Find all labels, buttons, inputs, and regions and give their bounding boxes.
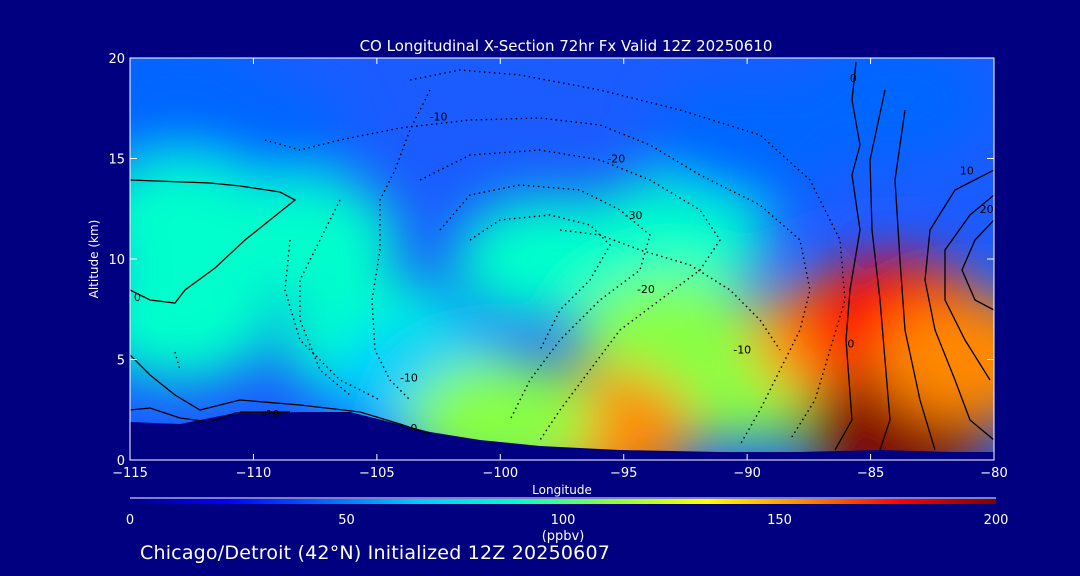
contour-label: -10 <box>400 372 418 385</box>
contour-line <box>924 169 994 441</box>
contour-line <box>469 214 611 351</box>
y-tick-label: 5 <box>117 354 125 369</box>
colorbar-tick-label: 150 <box>767 513 792 528</box>
x-tick-label: −115 <box>112 466 148 481</box>
x-tick-label: −85 <box>857 466 884 481</box>
contour-label: 0 <box>850 72 857 85</box>
terrain-mask <box>130 412 994 460</box>
contour-line <box>894 109 936 451</box>
x-tick-label: −80 <box>980 466 1007 481</box>
contour-label: -20 <box>637 283 655 296</box>
field-cell <box>652 76 843 201</box>
y-tick-label: 0 <box>117 454 125 469</box>
y-tick-label: 20 <box>108 52 125 67</box>
contour-line <box>439 184 651 421</box>
co-field <box>130 58 994 460</box>
contour-line <box>419 149 721 441</box>
plot-area: -10 -20 -30 -20 -10 -10 -10 0 0 0 0 10 20 <box>130 58 994 460</box>
x-axis-label: Longitude <box>532 483 592 497</box>
x-tick-label: −95 <box>610 466 637 481</box>
contour-line <box>130 407 291 423</box>
x-tick-label: −105 <box>359 466 395 481</box>
contour-label: -10 <box>430 110 448 123</box>
contour-label: 0 <box>134 291 141 304</box>
y-tick-label: 15 <box>108 153 125 168</box>
y-axis-label: Altitude (km) <box>87 220 101 299</box>
contour-line <box>559 229 781 351</box>
x-tick-label: −90 <box>733 466 760 481</box>
contour-label: -30 <box>625 209 643 222</box>
contour-label: -10 <box>262 408 280 421</box>
x-tick-label: −110 <box>236 466 272 481</box>
contour-label: 10 <box>960 165 974 178</box>
contour-line <box>174 351 181 371</box>
contour-line <box>944 194 994 381</box>
colorbar-label: (ppbv) <box>542 529 585 544</box>
x-axis: −115 −110 −105 −100 −95 −90 −85 −80 <box>112 58 1008 481</box>
contour-label: -20 <box>607 153 625 166</box>
contour-line <box>371 89 431 401</box>
colorbar-tick-label: 200 <box>984 513 1009 528</box>
field-cell <box>130 257 275 382</box>
contour-labels: -10 -20 -30 -20 -10 -10 -10 0 0 0 0 10 20 <box>134 72 994 435</box>
contour-lines <box>130 61 994 451</box>
colorbar-ticks: 0 50 100 150 200 <box>126 513 1009 528</box>
contour-label: -10 <box>733 343 751 356</box>
colorbar <box>130 499 996 504</box>
chart-title: CO Longitudinal X-Section 72hr Fx Valid … <box>360 37 773 55</box>
contour-label: 0 <box>847 337 854 350</box>
field-cell <box>405 357 596 460</box>
field-cell <box>578 176 769 301</box>
y-axis: 0 5 10 15 20 <box>108 52 994 469</box>
contour-line <box>869 89 891 451</box>
y-tick-label: 10 <box>108 253 125 268</box>
chart-subtitle: Chicago/Detroit (42°N) Initialized 12Z 2… <box>140 542 611 564</box>
field-cell <box>874 297 994 422</box>
colorbar-tick-label: 100 <box>551 513 576 528</box>
contour-line <box>130 179 297 304</box>
contour-line <box>834 61 861 451</box>
contour-line <box>130 354 431 435</box>
field-cell <box>800 58 991 161</box>
contour-label: 20 <box>980 203 994 216</box>
field-cell <box>207 176 398 301</box>
contour-label: 0 <box>410 422 417 435</box>
x-tick-label: −100 <box>482 466 518 481</box>
colorbar-tick-label: 0 <box>126 513 134 528</box>
colorbar-tick-label: 50 <box>338 513 355 528</box>
contour-line <box>961 219 994 311</box>
contour-line <box>409 69 846 441</box>
